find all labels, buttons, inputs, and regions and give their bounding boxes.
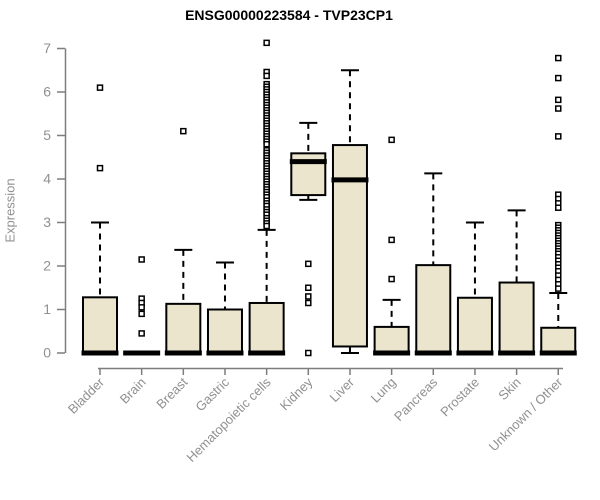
x-tick-label-lung: Lung xyxy=(368,375,399,406)
y-tick-label: 3 xyxy=(43,214,51,230)
outlier-point-hematopoietic-cells xyxy=(263,222,270,230)
x-tick-label-skin: Skin xyxy=(495,375,523,403)
outlier-point-brain xyxy=(138,256,145,263)
outlier-point-unknown-other xyxy=(555,105,562,112)
outlier-point-unknown-other xyxy=(555,204,562,211)
box-lung xyxy=(373,325,410,354)
box-skin xyxy=(498,281,535,354)
outlier-point-bladder xyxy=(96,84,104,91)
x-tick-label-bladder: Bladder xyxy=(65,374,108,417)
outlier-point-lung xyxy=(388,136,395,144)
outlier-point-lung xyxy=(388,236,395,244)
y-tick-label: 7 xyxy=(43,40,51,56)
box-gastric xyxy=(206,308,243,354)
outlier-point-bladder xyxy=(96,164,104,172)
outlier-point-kidney xyxy=(305,293,312,300)
x-tick-label-breast: Breast xyxy=(153,374,190,411)
box-prostate xyxy=(456,296,493,355)
chart-title: ENSG00000223584 - TVP23CP1 xyxy=(185,7,393,23)
y-tick-label: 2 xyxy=(43,258,51,274)
x-tick-label-brain: Brain xyxy=(117,375,149,407)
box-hematopoietic-cells xyxy=(248,301,285,355)
x-tick-label-liver: Liver xyxy=(327,374,358,405)
y-tick-label: 6 xyxy=(43,84,51,100)
outlier-point-unknown-other xyxy=(555,54,562,62)
outlier-point-unknown-other xyxy=(555,285,562,292)
x-tick-label-pancreas: Pancreas xyxy=(391,374,441,424)
outlier-point-kidney xyxy=(305,299,312,307)
y-tick-label: 1 xyxy=(43,301,51,317)
box-bladder xyxy=(82,296,118,355)
outlier-point-breast xyxy=(180,127,187,135)
outlier-point-unknown-other xyxy=(555,96,562,104)
x-tick-label-kidney: Kidney xyxy=(277,374,316,413)
outlier-point-kidney xyxy=(305,284,312,291)
outlier-point-unknown-other xyxy=(555,133,562,140)
outlier-point-lung xyxy=(388,275,395,283)
outlier-point-hematopoietic-cells xyxy=(263,39,270,47)
outlier-point-brain xyxy=(138,330,145,337)
outlier-point-kidney xyxy=(305,260,312,268)
outlier-point-hematopoietic-cells xyxy=(263,140,270,148)
box-pancreas xyxy=(415,264,452,355)
outlier-point-brain xyxy=(138,310,145,318)
x-tick-label-prostate: Prostate xyxy=(437,375,482,420)
box-unknown-other xyxy=(540,326,577,354)
x-tick-label-gastric: Gastric xyxy=(192,374,232,414)
y-tick-label: 4 xyxy=(43,171,51,187)
y-tick-label: 0 xyxy=(43,345,51,361)
outlier-point-unknown-other xyxy=(555,74,562,82)
outlier-point-kidney xyxy=(305,349,312,357)
box-breast xyxy=(165,302,202,354)
y-tick-label: 5 xyxy=(43,127,51,143)
x-tick-label-unknown-other: Unknown / Other xyxy=(486,374,566,454)
box-liver xyxy=(331,144,368,348)
outlier-point-brain xyxy=(138,304,145,311)
outlier-point-hematopoietic-cells xyxy=(263,72,270,80)
